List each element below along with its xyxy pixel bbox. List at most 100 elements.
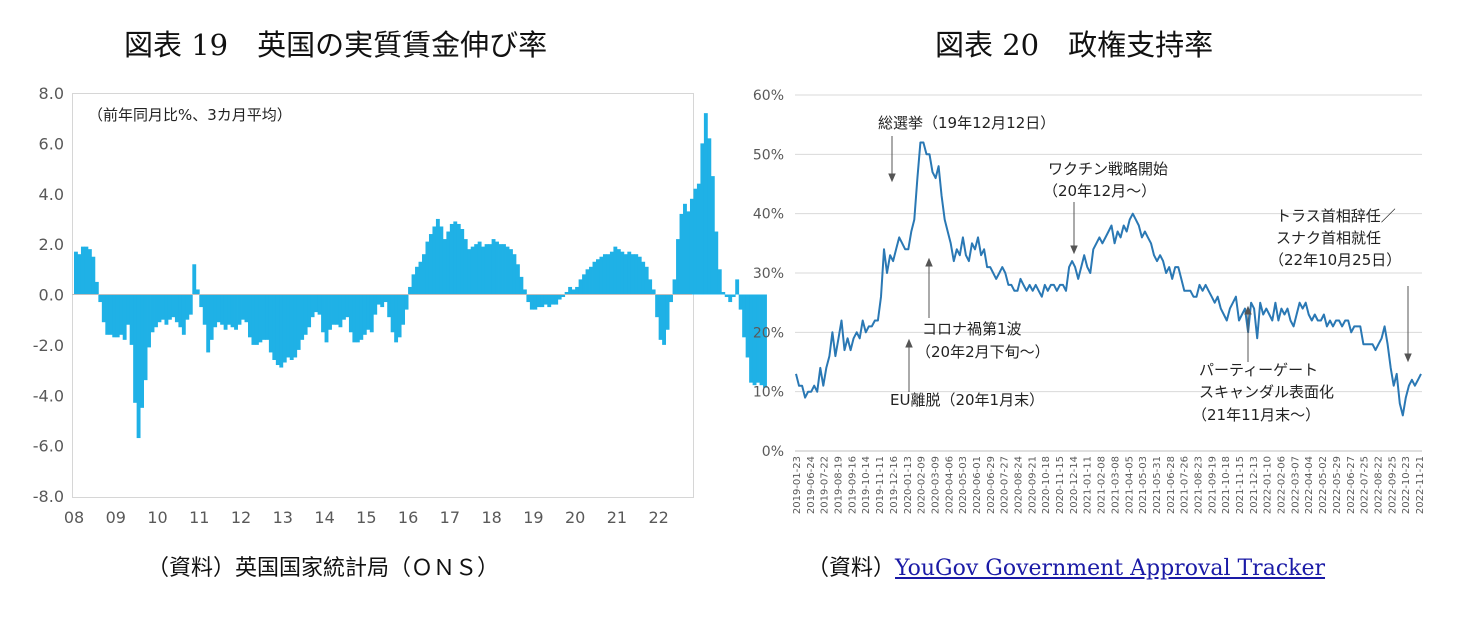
bar xyxy=(609,251,614,295)
bar xyxy=(630,254,635,295)
bar xyxy=(188,294,193,315)
annotation-brexit: EU離脱（20年1月末） xyxy=(890,391,1044,409)
bar xyxy=(74,251,78,295)
bar xyxy=(543,294,548,305)
bar xyxy=(293,294,298,358)
y-tick-label: 0% xyxy=(762,444,784,460)
bar xyxy=(488,244,493,295)
bar xyxy=(505,246,510,295)
bar xyxy=(623,254,628,295)
x-tick-label: 12 xyxy=(231,508,251,527)
yougov-source-link[interactable]: YouGov Government Approval Tracker xyxy=(895,556,1326,581)
bar xyxy=(599,256,604,295)
bar xyxy=(268,294,273,353)
bar xyxy=(422,254,426,295)
bar xyxy=(275,294,280,366)
bar xyxy=(101,294,106,323)
x-tick-label: 2020-03-09 xyxy=(930,456,941,514)
bar xyxy=(397,294,402,338)
bar xyxy=(296,294,301,350)
bar xyxy=(115,294,120,338)
bar xyxy=(133,294,138,403)
bar xyxy=(693,188,698,295)
x-tick-label: 2019-11-11 xyxy=(875,456,886,514)
bar xyxy=(616,249,621,295)
bar xyxy=(348,294,353,333)
bar xyxy=(352,294,357,343)
bar xyxy=(606,254,611,295)
bar xyxy=(735,279,740,295)
bar xyxy=(300,294,305,340)
bar xyxy=(435,218,440,295)
bar xyxy=(439,226,444,295)
x-tick-label: 2021-05-03 xyxy=(1138,456,1149,514)
bar xyxy=(415,266,419,295)
bar xyxy=(742,294,747,338)
bar xyxy=(602,254,607,295)
bar xyxy=(592,261,597,295)
y-tick-label: 20% xyxy=(753,325,784,341)
bar xyxy=(321,294,325,333)
x-tick-label: 2021-06-28 xyxy=(1166,456,1177,514)
bar xyxy=(84,246,89,295)
bar xyxy=(456,223,461,295)
bar xyxy=(178,294,183,328)
bar xyxy=(522,289,527,295)
bar xyxy=(467,249,472,295)
bar xyxy=(418,261,423,295)
x-tick-label: 2022-06-27 xyxy=(1346,456,1357,514)
covid-arrowhead-icon xyxy=(925,257,933,267)
bar xyxy=(669,294,673,303)
x-tick-label: 19 xyxy=(523,508,543,527)
bar xyxy=(484,244,489,295)
bar xyxy=(689,198,694,295)
bar xyxy=(310,294,315,318)
bar xyxy=(613,246,618,295)
bar xyxy=(703,113,708,295)
x-tick-label: 15 xyxy=(356,508,376,527)
x-tick-label: 2022-08-22 xyxy=(1374,456,1385,514)
bar xyxy=(498,244,503,295)
bar xyxy=(481,246,486,295)
bar xyxy=(181,294,186,335)
x-tick-label: 2019-09-16 xyxy=(847,456,858,514)
bar xyxy=(658,294,663,340)
x-tick-label: 2020-09-21 xyxy=(1027,456,1038,514)
bar xyxy=(338,294,343,328)
bar xyxy=(122,294,127,340)
bar xyxy=(547,294,552,308)
bar xyxy=(408,286,412,295)
bar xyxy=(585,269,590,295)
y-tick-label: 50% xyxy=(753,147,784,163)
annotation-partygate: パーティーゲート xyxy=(1199,361,1318,379)
x-tick-label: 2022-04-04 xyxy=(1304,456,1315,514)
x-tick-label: 08 xyxy=(64,508,84,527)
bar xyxy=(571,289,576,295)
bar xyxy=(700,143,705,295)
x-tick-label: 22 xyxy=(648,508,668,527)
bar xyxy=(676,239,680,295)
bar xyxy=(724,294,729,298)
annotation-partygate-date: （21年11月末～） xyxy=(1192,406,1320,424)
annotation-truss-resign: トラス首相辞任／ xyxy=(1276,207,1396,225)
bar xyxy=(512,254,517,295)
partygate-arrowhead-icon xyxy=(1244,305,1252,315)
bar xyxy=(230,294,235,328)
bar xyxy=(234,294,238,330)
bar xyxy=(216,294,221,323)
bar xyxy=(745,294,750,358)
y-tick-label: -2.0 xyxy=(33,336,64,355)
bar xyxy=(561,294,566,298)
bar xyxy=(331,294,336,325)
x-tick-label: 2021-11-15 xyxy=(1235,456,1246,514)
bar xyxy=(728,294,733,303)
x-tick-label: 2022-10-23 xyxy=(1401,456,1412,514)
bar xyxy=(526,294,531,303)
bar xyxy=(98,294,103,303)
bar xyxy=(449,223,454,295)
annotation-covid: コロナ禍第1波 xyxy=(922,320,1022,338)
bar xyxy=(731,294,736,298)
bar xyxy=(641,261,646,295)
x-tick-label: 2022-05-29 xyxy=(1332,456,1343,514)
x-tick-label: 20 xyxy=(565,508,585,527)
